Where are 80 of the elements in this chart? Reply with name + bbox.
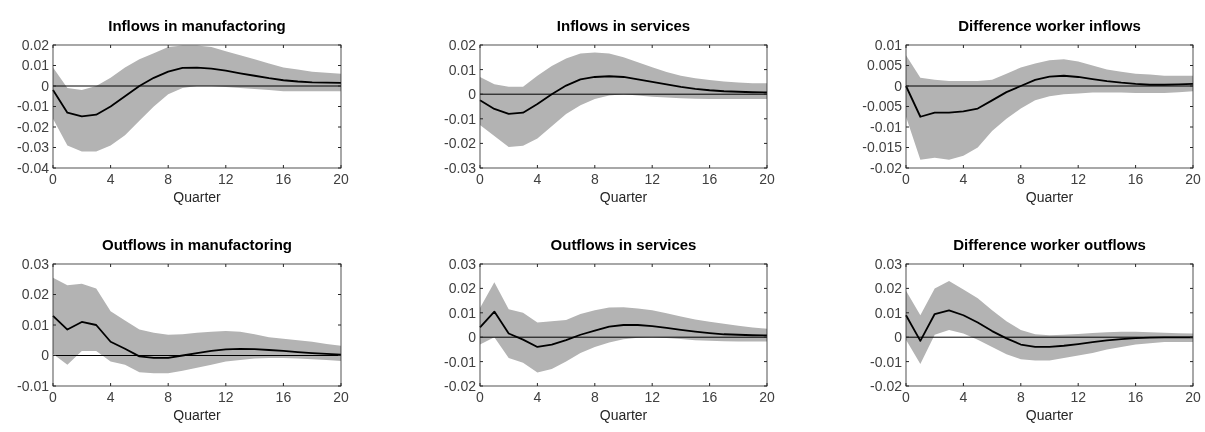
y-tick-label: 0: [41, 77, 50, 94]
y-tick-label: 0.01: [448, 61, 477, 78]
y-tick-label: -0.01: [17, 377, 50, 394]
y-tick-label: -0.03: [17, 139, 50, 156]
chart-title: Inflows in services: [556, 17, 691, 34]
x-tick-label: 8: [1016, 171, 1025, 187]
y-tick-label: 0.02: [448, 36, 477, 53]
y-tick-label: 0.02: [21, 36, 50, 53]
x-tick-label: 16: [275, 171, 292, 187]
x-tick-label: 4: [533, 171, 542, 187]
x-tick-label: 12: [644, 389, 661, 405]
x-axis-title: Quarter: [173, 189, 222, 205]
x-axis-title: Quarter: [1025, 407, 1074, 423]
y-tick-label: -0.01: [444, 353, 477, 370]
x-tick-label: 12: [644, 171, 661, 187]
y-tick-label: -0.02: [870, 377, 903, 394]
x-tick-label: 8: [1016, 389, 1025, 405]
x-tick-label: 4: [106, 171, 115, 187]
x-tick-label: 16: [701, 389, 718, 405]
y-tick-label: 0.03: [874, 255, 903, 272]
x-tick-label: 20: [1185, 171, 1201, 187]
y-tick-label: -0.02: [444, 135, 477, 152]
y-tick-label: 0.01: [874, 36, 903, 53]
y-tick-label: -0.02: [444, 377, 477, 394]
x-tick-label: 20: [759, 389, 775, 405]
x-axis-title: Quarter: [599, 407, 648, 423]
y-tick-label: 0: [41, 347, 50, 364]
chart-title: Outflows in services: [550, 236, 697, 253]
y-tick-label: -0.015: [862, 139, 903, 156]
x-axis-title: Quarter: [1025, 189, 1074, 205]
chart-title: Inflows in manufactoring: [108, 17, 286, 34]
x-tick-label: 12: [218, 171, 234, 187]
x-tick-label: 20: [333, 171, 349, 187]
y-tick-label: 0.01: [21, 57, 50, 74]
x-tick-label: 8: [164, 171, 173, 187]
x-tick-label: 12: [1070, 389, 1087, 405]
x-tick-label: 16: [275, 389, 292, 405]
chart-title: Difference worker inflows: [958, 17, 1141, 34]
y-tick-label: 0.01: [874, 304, 903, 321]
y-tick-label: 0: [468, 329, 477, 346]
y-tick-label: -0.01: [870, 353, 903, 370]
y-tick-label: 0: [894, 329, 903, 346]
y-tick-label: 0.005: [866, 57, 903, 74]
y-tick-label: 0.01: [21, 316, 50, 333]
x-axis-title: Quarter: [173, 407, 222, 423]
x-tick-label: 20: [333, 389, 349, 405]
y-tick-label: -0.01: [870, 118, 903, 135]
y-tick-label: -0.01: [17, 98, 50, 115]
y-tick-label: -0.01: [444, 110, 477, 127]
x-tick-label: 4: [533, 389, 542, 405]
y-tick-label: 0: [894, 77, 903, 94]
x-tick-label: 4: [106, 389, 115, 405]
x-tick-label: 20: [1185, 389, 1201, 405]
chart-title: Difference worker outflows: [953, 236, 1146, 253]
y-tick-label: 0.02: [21, 286, 50, 303]
x-tick-label: 8: [590, 171, 599, 187]
x-tick-label: 16: [701, 171, 718, 187]
x-tick-label: 16: [1127, 171, 1144, 187]
y-tick-label: 0.01: [448, 304, 477, 321]
y-tick-label: -0.02: [17, 118, 50, 135]
x-tick-label: 12: [218, 389, 234, 405]
y-tick-label: -0.02: [870, 159, 903, 176]
y-tick-label: 0.02: [874, 280, 903, 297]
x-tick-label: 20: [759, 171, 775, 187]
y-tick-label: 0.03: [21, 255, 50, 272]
x-tick-label: 12: [1070, 171, 1087, 187]
x-axis-title: Quarter: [599, 189, 648, 205]
y-tick-label: 0.02: [448, 280, 477, 297]
x-tick-label: 4: [959, 171, 968, 187]
line-series: [52, 66, 342, 118]
chart-title: Outflows in manufactoring: [102, 236, 292, 253]
x-tick-label: 16: [1127, 389, 1144, 405]
y-tick-label: 0: [468, 86, 477, 103]
y-tick-label: -0.04: [17, 159, 50, 176]
x-tick-label: 4: [959, 389, 968, 405]
x-tick-label: 8: [164, 389, 173, 405]
y-tick-label: -0.03: [444, 159, 477, 176]
y-tick-label: 0.03: [448, 255, 477, 272]
x-tick-label: 8: [590, 389, 599, 405]
y-tick-label: -0.005: [862, 98, 903, 115]
